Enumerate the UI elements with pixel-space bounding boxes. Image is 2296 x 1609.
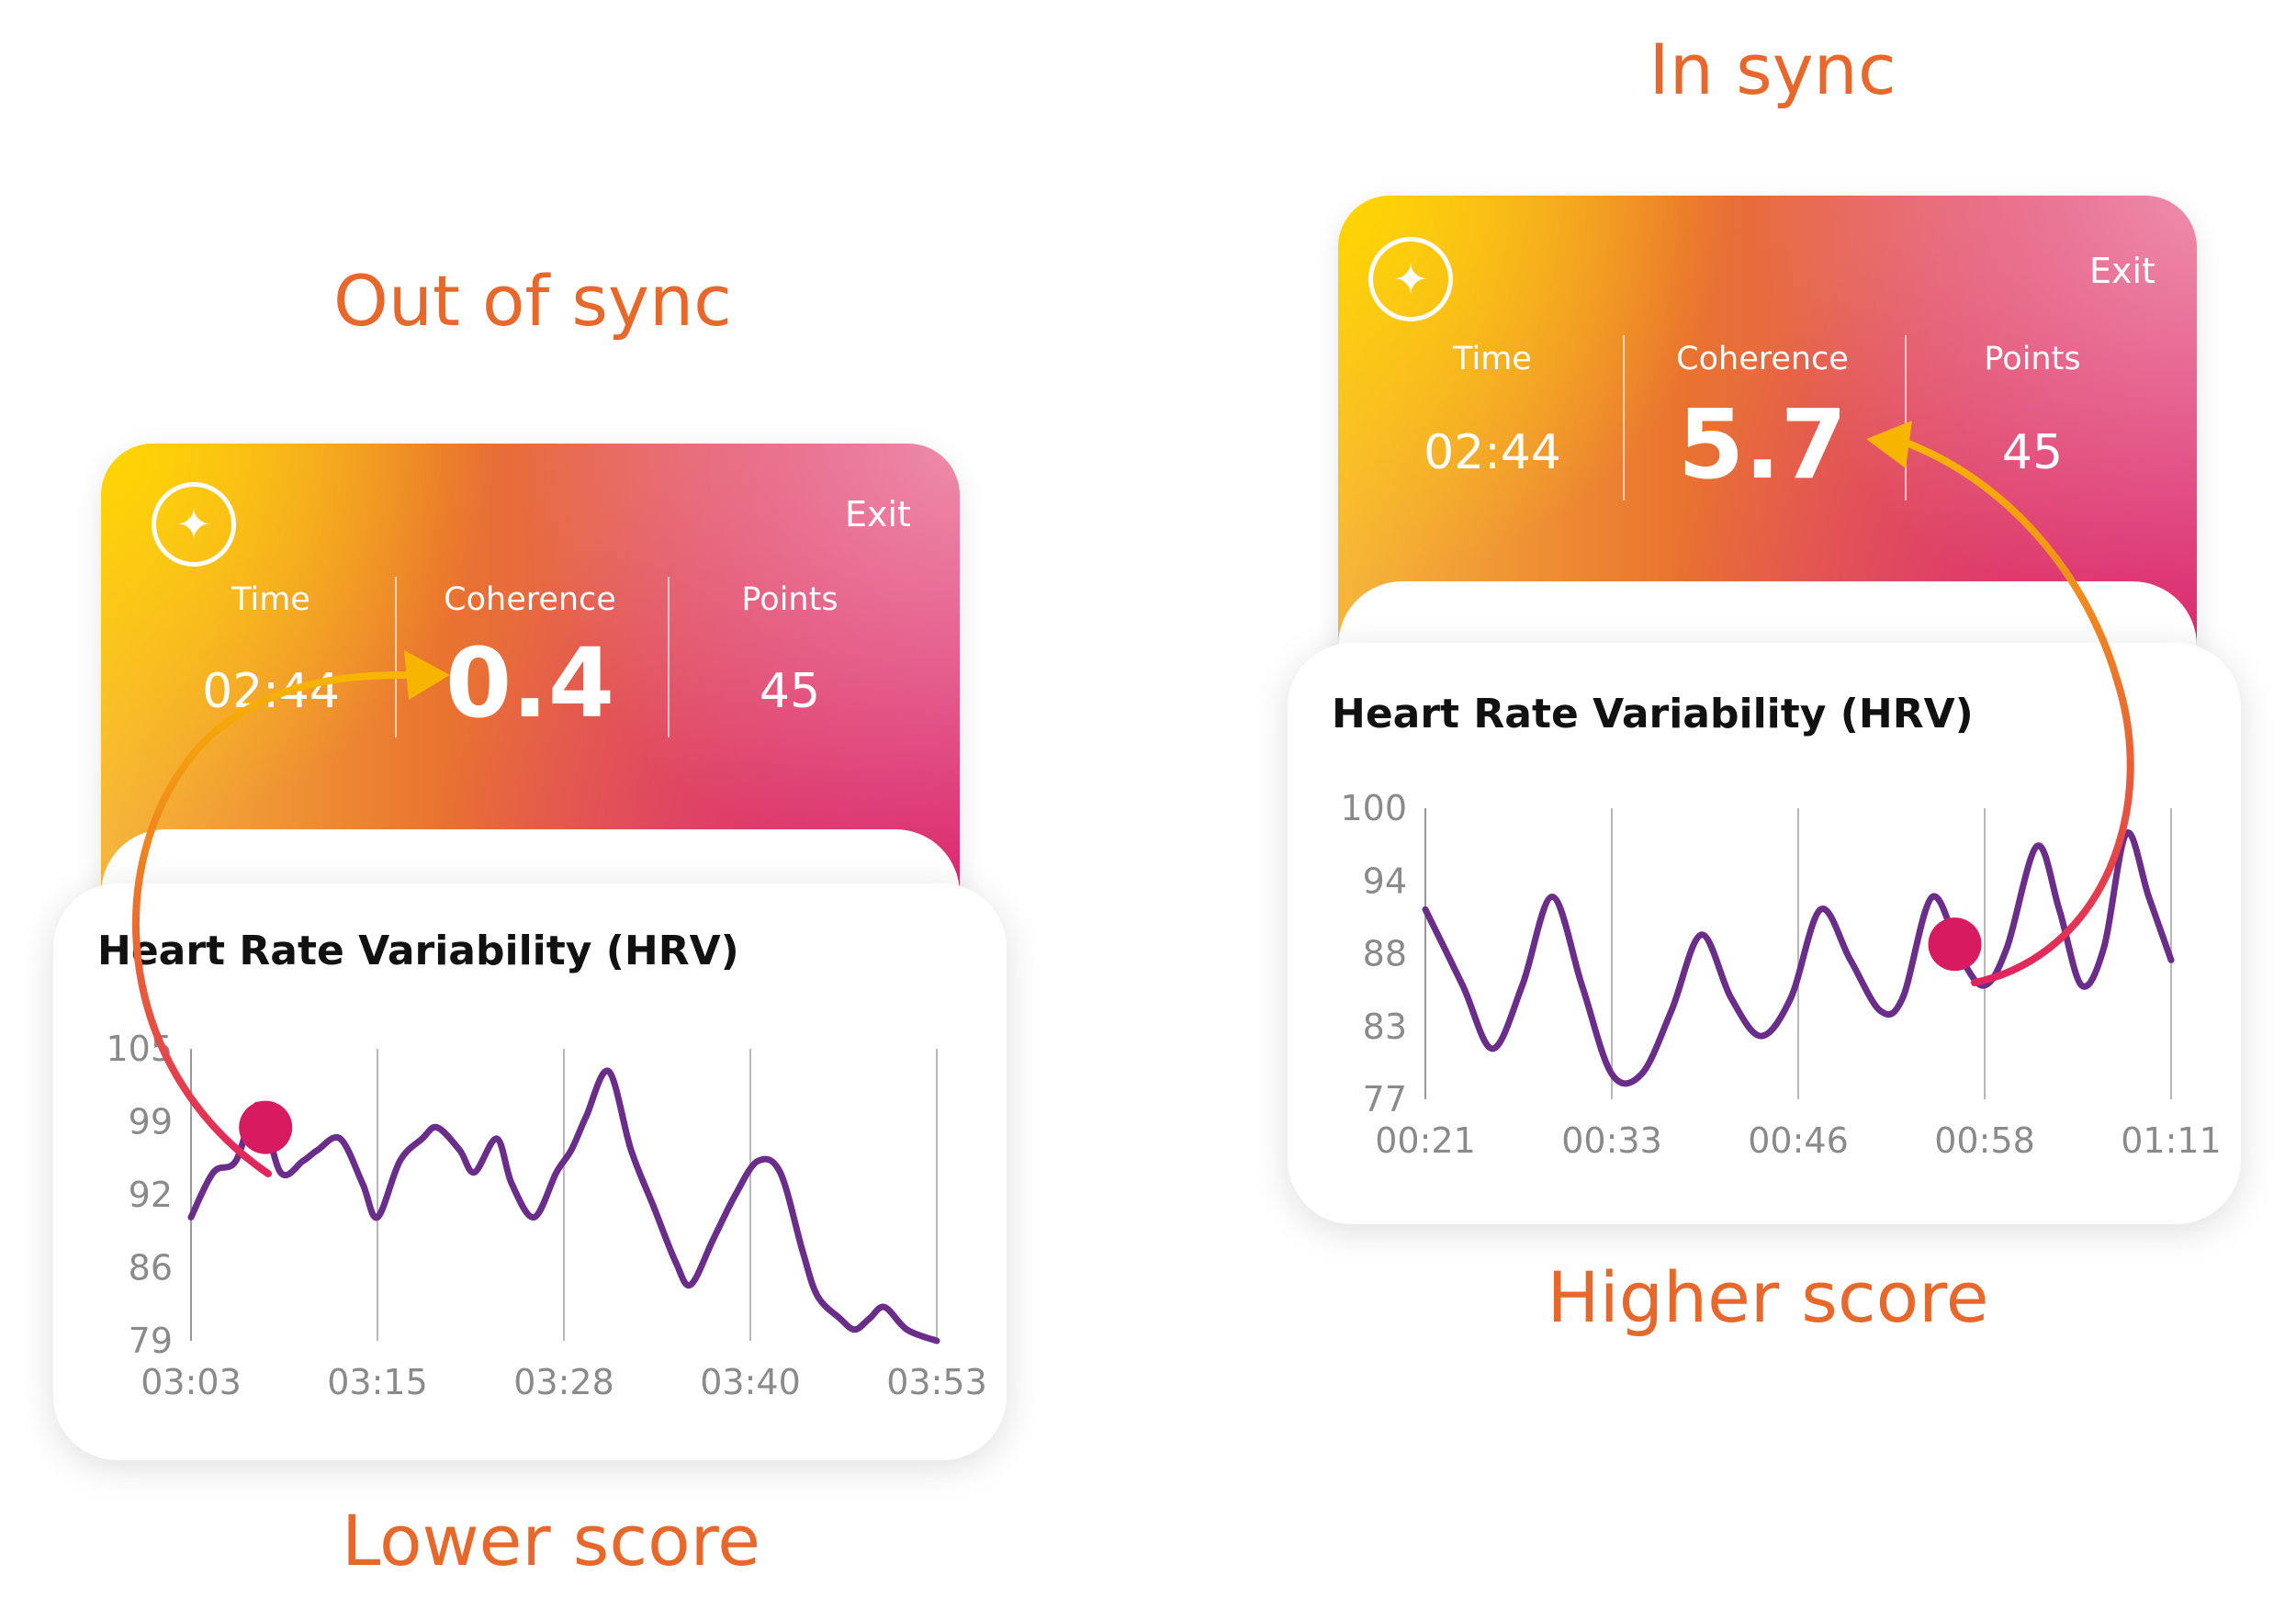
y-tick-label: 77 xyxy=(1363,1079,1407,1120)
points-label: Points xyxy=(741,581,838,618)
exit-button[interactable]: Exit xyxy=(845,494,911,534)
points-value: 45 xyxy=(2001,425,2064,480)
stat-divider xyxy=(668,577,670,737)
y-tick-label: 94 xyxy=(1363,861,1407,901)
coherence-value: 5.7 xyxy=(1677,388,1848,501)
points-label: Points xyxy=(1984,341,2081,377)
x-tick-label: 03:15 xyxy=(327,1362,428,1402)
x-tick-label: 00:21 xyxy=(1375,1120,1476,1161)
x-tick-label: 01:11 xyxy=(2121,1120,2222,1161)
stat-divider xyxy=(1905,335,1907,501)
x-tick-label: 03:03 xyxy=(141,1362,242,1402)
points-value: 45 xyxy=(759,664,821,719)
right-hrv-chart: 00:21 00:33 00:46 00:58 01:11 100 94 88 83 77 xyxy=(1340,788,2222,1161)
time-value: 02:44 xyxy=(202,664,340,719)
right-hrv-card: Heart Rate Variability (HRV) 00:21 00:33 0… xyxy=(1288,643,2241,1224)
hrv-title: Heart Rate Variability (HRV) xyxy=(1332,691,1974,737)
x-tick-label: 00:46 xyxy=(1748,1120,1849,1161)
stat-divider xyxy=(395,577,397,737)
coherence-label: Coherence xyxy=(1676,341,1849,377)
left-hrv-card: Heart Rate Variability (HRV) 03:03 03:15 0… xyxy=(53,883,1007,1460)
time-label: Time xyxy=(1453,341,1532,377)
y-tick-label: 100 xyxy=(1340,788,1407,828)
coherence-value: 0.4 xyxy=(445,627,615,739)
coherence-label: Coherence xyxy=(444,581,616,618)
y-tick-label: 86 xyxy=(129,1248,173,1288)
time-value: 02:44 xyxy=(1424,425,1561,480)
left-hrv-chart: 03:03 03:15 03:28 03:40 03:53 105 99 92 86 79 xyxy=(106,1029,987,1402)
current-marker-dot xyxy=(239,1100,293,1154)
x-tick-label: 00:33 xyxy=(1561,1120,1662,1161)
caption-lower-score: Lower score xyxy=(341,1500,761,1581)
right-session-header: ✦ Exit Time 02:44 Coherence 5.7 Points 4… xyxy=(1338,196,2197,673)
sparkle-icon[interactable]: ✦ xyxy=(152,482,236,567)
x-tick-label: 03:40 xyxy=(700,1362,801,1402)
exit-button[interactable]: Exit xyxy=(2089,251,2155,291)
y-tick-label: 99 xyxy=(129,1102,173,1142)
y-tick-label: 105 xyxy=(106,1029,173,1069)
y-tick-label: 92 xyxy=(129,1175,173,1215)
current-marker-dot xyxy=(1928,917,1982,972)
caption-in-sync: In sync xyxy=(1649,28,1896,110)
x-tick-label: 00:58 xyxy=(1934,1120,2035,1161)
x-tick-label: 03:53 xyxy=(886,1362,987,1402)
y-tick-label: 83 xyxy=(1363,1007,1407,1047)
left-session-header: ✦ Exit Time 02:44 Coherence 0.4 Points 4… xyxy=(101,444,960,921)
stat-divider xyxy=(1623,335,1625,501)
x-tick-label: 03:28 xyxy=(513,1362,614,1402)
y-tick-label: 79 xyxy=(129,1321,173,1361)
time-label: Time xyxy=(231,581,310,618)
y-tick-label: 88 xyxy=(1363,934,1407,974)
caption-higher-score: Higher score xyxy=(1547,1256,1989,1338)
caption-out-of-sync: Out of sync xyxy=(333,260,732,342)
sparkle-icon[interactable]: ✦ xyxy=(1368,237,1453,321)
